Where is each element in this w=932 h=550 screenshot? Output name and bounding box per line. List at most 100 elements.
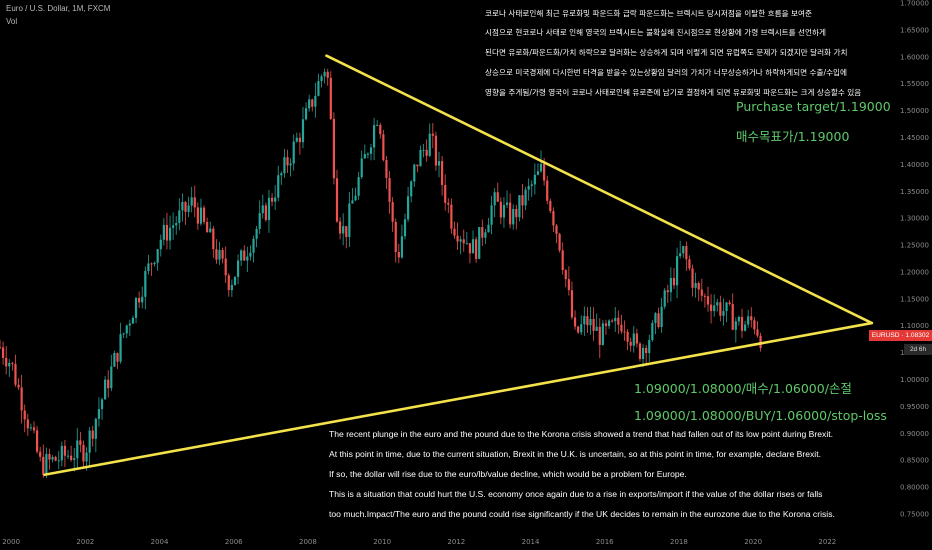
trendline-upper[interactable] (325, 54, 874, 325)
candle-body (759, 335, 762, 348)
candle-body (388, 177, 391, 202)
candle-body (175, 222, 178, 226)
time-tick-label: 2020 (744, 538, 762, 546)
candle-body (128, 323, 131, 326)
candle-body (716, 302, 719, 306)
candle-body (595, 326, 598, 331)
candle-body (434, 135, 438, 166)
price-tick-label: 1.25000 (900, 242, 929, 250)
candle-body (490, 205, 493, 225)
candle-body (357, 177, 360, 196)
candle-body (314, 95, 317, 107)
candle-body (564, 270, 567, 280)
candle-body (277, 175, 280, 198)
candle-body (261, 205, 264, 214)
candle-body (592, 318, 595, 331)
candle-body (416, 164, 419, 167)
candle-body (645, 347, 648, 353)
candle-body (270, 197, 274, 202)
english-line-3: If so, the dollar will rise due to the e… (329, 469, 687, 479)
candle-body (505, 202, 509, 205)
candle-body (487, 224, 490, 233)
candle-body (243, 250, 246, 261)
candle-body (419, 149, 422, 167)
candle-body (515, 208, 518, 218)
candle-body (104, 379, 107, 400)
candle-body (258, 213, 261, 229)
candle-body (533, 174, 536, 185)
candle-body (162, 224, 165, 240)
candle-body (42, 456, 45, 475)
candle-body (623, 331, 626, 333)
price-tick-label: 1.35000 (900, 188, 929, 196)
candle-body (734, 321, 737, 330)
candle-body (493, 192, 496, 206)
candle-body (144, 271, 147, 297)
candle-body (73, 458, 76, 460)
candle-body (403, 219, 407, 237)
candle-body (116, 352, 119, 362)
price-tick-label: 1.40000 (900, 161, 929, 169)
candle-body (685, 246, 688, 260)
candle-body (283, 157, 286, 174)
candle-body (0, 347, 2, 349)
candle-body (543, 163, 546, 181)
candle-body (29, 427, 33, 429)
candle-body (150, 263, 153, 265)
candle-body (527, 185, 530, 190)
time-tick-label: 2010 (373, 538, 391, 546)
candle-body (641, 347, 645, 360)
candle-body (379, 124, 382, 135)
candle-body (675, 256, 679, 286)
price-tick-label: 1.55000 (900, 80, 929, 88)
price-tick-label: 0.95000 (900, 403, 929, 411)
candle-body (172, 225, 175, 228)
candle-body (329, 77, 332, 119)
time-tick-label: 2014 (522, 538, 540, 546)
candle-body (70, 455, 73, 460)
candle-body (573, 317, 577, 327)
candle-body (125, 325, 128, 334)
candle-body (196, 207, 199, 224)
candle-body (131, 317, 135, 324)
candle-body (39, 451, 42, 457)
candle-body (502, 204, 506, 218)
candle-body (740, 316, 744, 331)
candle-body (363, 154, 366, 159)
candle-body (499, 201, 502, 218)
price-tick-label: 1.70000 (900, 0, 929, 8)
korean-line-3: 된다면 유로화/파운드화/가치 하락으로 달러화는 상승하게 되며 이렇게 되면… (485, 48, 848, 57)
korean-line-5: 영향을 주게됨/가령 영국이 코로나 사태로인해 유로존에 남기로 결정하게 되… (485, 88, 862, 97)
candle-body (134, 297, 138, 318)
candle-body (394, 221, 397, 252)
time-tick-label: 2002 (76, 538, 94, 546)
candle-body (567, 279, 570, 291)
candle-body (79, 440, 82, 445)
candle-body (654, 313, 657, 323)
candle-body (586, 316, 589, 326)
candle-body (193, 197, 196, 208)
candle-body (366, 153, 370, 155)
price-axis: 1.70000 1.65000 1.60000 1.55000 1.50000 1.450… (900, 0, 929, 519)
candle-body (521, 195, 524, 206)
volume-label: Vol (6, 17, 18, 26)
candle-body (119, 334, 122, 362)
time-tick-label: 2018 (670, 538, 688, 546)
english-line-5: too much.Impact/The euro and the pound c… (329, 509, 835, 519)
candle-body (447, 202, 450, 205)
candle-body (496, 192, 499, 202)
english-line-4: This is a situation that could hurt the … (329, 489, 823, 499)
candle-body (561, 250, 564, 271)
candle-body (17, 384, 20, 388)
candle-body (518, 195, 521, 218)
candle-body (351, 200, 354, 204)
symbol-price-badge: EURUSD · 1.08302 (869, 330, 932, 341)
candle-body (669, 277, 672, 293)
candle-body (32, 427, 36, 431)
trendline-lower[interactable] (43, 321, 874, 477)
candle-body (728, 302, 731, 305)
candle-body (301, 119, 305, 143)
candle-body (546, 180, 549, 201)
candle-body (478, 227, 481, 259)
